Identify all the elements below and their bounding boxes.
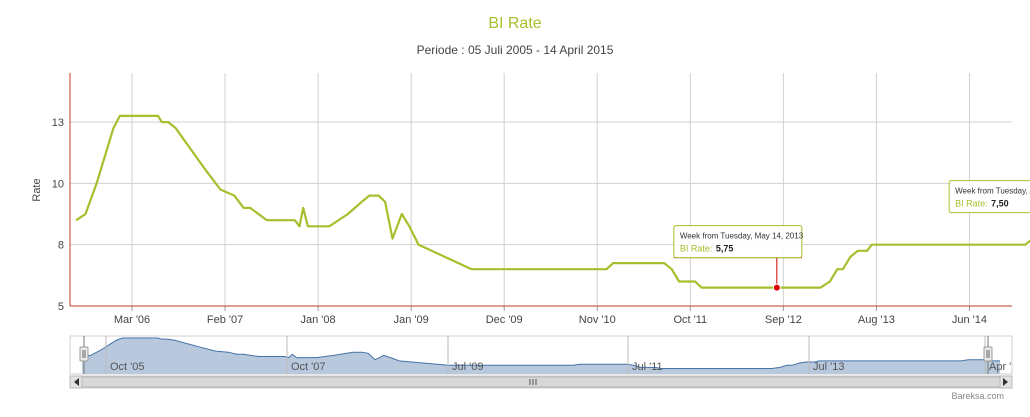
x-tick-label-9: Jun '14 — [952, 314, 987, 326]
tooltip-title-0: Week from Tuesday, May 14, 2013 — [680, 232, 804, 241]
x-tick-label-1: Feb '07 — [207, 314, 243, 326]
scrollbar-right-button[interactable] — [999, 375, 1013, 389]
x-tick-label-3: Jan '09 — [394, 314, 429, 326]
chevron-left-icon — [74, 378, 79, 386]
navigator-label-2: Jul '09 — [452, 361, 483, 373]
series-line-0 — [75, 114, 1030, 289]
navigator-left-handle-grip — [79, 346, 89, 362]
y-axis-label: Rate — [31, 178, 43, 201]
navigator-label-5: Apr ' — [989, 361, 1011, 373]
y-tick-label-1: 8 — [58, 240, 64, 252]
chart-subtitle: Periode : 05 Juli 2005 - 14 April 2015 — [417, 43, 614, 57]
axes — [69, 73, 1012, 311]
x-tick-label-6: Oct '11 — [673, 314, 707, 326]
navigator-label-0: Oct '05 — [110, 361, 145, 373]
navigator-right-handle-grip — [983, 346, 993, 362]
scrollbar-left-button[interactable] — [69, 375, 83, 389]
series-layer — [75, 114, 1030, 289]
tick-labels: 5 8 10 13 Mar '06 Feb '07 Jan '08 Jan '09 Dec '0… — [52, 117, 987, 326]
x-tick-label-7: Sep '12 — [765, 314, 802, 326]
grid-lines — [70, 73, 1012, 306]
x-tick-label-5: Nov '10 — [579, 314, 616, 326]
tooltip-title-1: Week from Tuesday, Apr 14, 2015 — [955, 187, 1030, 196]
navigator-label-4: Jul '13 — [813, 361, 844, 373]
navigator-left-handle[interactable] — [79, 336, 89, 374]
marker-point-0 — [772, 283, 781, 292]
x-tick-label-8: Aug '13 — [858, 314, 895, 326]
navigator-right-handle[interactable] — [983, 336, 993, 374]
tooltip-box-0 — [673, 225, 803, 259]
x-tick-label-0: Mar '06 — [114, 314, 150, 326]
y-tick-label-2: 10 — [52, 178, 64, 190]
x-tick-label-4: Dec '09 — [486, 314, 523, 326]
tooltip-box-1 — [948, 180, 1030, 214]
credit-text: Bareksa.com — [951, 391, 1004, 401]
navigator-label-1: Oct '07 — [291, 361, 326, 373]
navigator-scrollbar[interactable] — [69, 375, 1013, 389]
navigator-line — [81, 337, 1000, 369]
tooltip-value-1: 7,50 — [991, 199, 1009, 209]
navigator-area — [82, 338, 1000, 374]
navigator-label-3: Jul '11 — [632, 361, 663, 373]
tooltip-label-0: BI Rate: — [680, 244, 713, 254]
tooltip-label-1: BI Rate: — [955, 199, 988, 209]
y-tick-label-3: 13 — [52, 117, 64, 129]
y-tick-label-0: 5 — [58, 301, 64, 313]
navigator[interactable]: Oct '05 Oct '07 Jul '09 Jul '11 Jul '13 Apr ' — [69, 335, 1013, 389]
tooltip-value-0: 5,75 — [716, 244, 734, 254]
x-tick-label-2: Jan '08 — [301, 314, 336, 326]
chevron-right-icon — [1003, 378, 1008, 386]
scrollbar-thumb — [81, 376, 1001, 388]
chart-title: BI Rate — [488, 15, 541, 32]
